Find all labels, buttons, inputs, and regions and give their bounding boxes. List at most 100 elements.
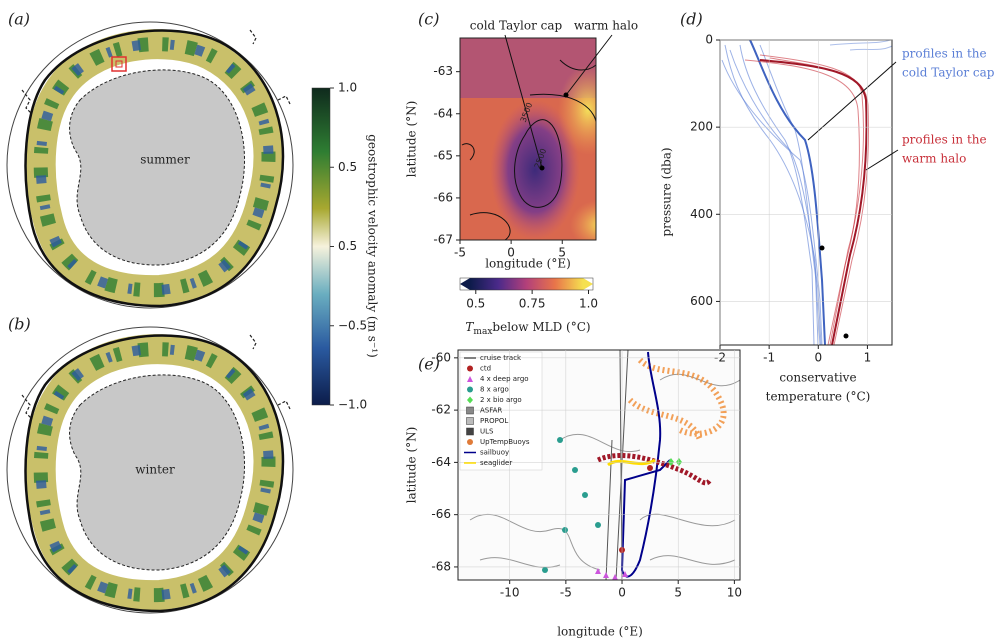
legend-marker (467, 396, 473, 404)
y-tick-label: 400 (690, 207, 713, 221)
legend-marker (467, 386, 473, 393)
x-tick-label: -1 (763, 351, 775, 365)
legend-label: seaglider (480, 459, 512, 467)
y-tick-label: 0 (705, 33, 713, 47)
x-tick-label: 1 (864, 351, 872, 365)
colorbar-tick-label: −1.0 (338, 398, 367, 412)
colorbar-tick-label: −0.5 (338, 318, 367, 332)
panel-label: (c) (418, 10, 439, 29)
map-feature (759, 44, 821, 346)
axes-frame (457, 349, 741, 581)
colorbar-label: geostrophic velocity anomaly (m s⁻¹) (366, 134, 380, 358)
annotation: warm halo (902, 152, 966, 166)
colorbar-label: Tmaxbelow MLD (°C) (465, 320, 590, 337)
point (819, 245, 825, 251)
panel-label: (d) (680, 10, 703, 29)
map-feature (721, 59, 823, 346)
map-feature (542, 567, 548, 573)
annotation: cold Taylor cap (470, 19, 563, 33)
map-feature (461, 59, 596, 240)
y-tick-label: 200 (690, 120, 713, 134)
colorbar (470, 278, 583, 290)
colorbar-frame (459, 277, 594, 291)
map-feature (595, 568, 628, 580)
point (843, 333, 849, 339)
x-axis-label: conservative (779, 371, 856, 385)
x-tick-label: -10 (500, 586, 520, 600)
map-feature (582, 492, 588, 498)
legend-marker (467, 439, 473, 445)
x-tick-label: -5 (560, 586, 572, 600)
legend-label: ctd (480, 365, 491, 373)
colorbar-extend (460, 278, 470, 290)
annotation: profiles in the (902, 47, 987, 61)
legend-label: ASFAR (480, 407, 502, 415)
x-tick-label: 0 (618, 586, 626, 600)
map-feature (595, 522, 601, 528)
season-label: winter (135, 463, 175, 477)
map-feature (572, 467, 578, 473)
y-axis-label: pressure (dba) (660, 147, 674, 236)
panel-label: (a) (8, 10, 30, 29)
y-tick-label: -66 (431, 507, 451, 521)
profiles (721, 39, 893, 346)
legend-label: PROPOL (480, 417, 508, 425)
x-tick-label: -5 (454, 246, 466, 260)
x-axis-label: temperature (°C) (766, 390, 871, 404)
subscript: max (473, 327, 492, 337)
colorbar-tick-label: 0.5 (338, 160, 357, 174)
study-box (115, 60, 123, 68)
colorbar-tick-label: 0.5 (338, 239, 357, 253)
x-tick-label: 5 (558, 246, 566, 260)
legend-marker (466, 427, 474, 436)
axes-frame (459, 37, 597, 241)
symbol: T (465, 320, 474, 334)
x-tick-label: 0 (814, 351, 822, 365)
colorbar-tick-label: 0.75 (519, 297, 546, 311)
colorbar-tick-label: 0.5 (466, 297, 485, 311)
x-axis-label: longitude (°E) (485, 257, 571, 271)
colorbar-tick-label: 1.0 (579, 297, 598, 311)
y-tick-label: -60 (431, 350, 451, 364)
map-feature (627, 357, 727, 442)
y-tick-label: -64 (431, 455, 451, 469)
legend-marker (466, 406, 474, 415)
legend-label: 2 x bio argo (480, 396, 522, 404)
legend-label: 8 x argo (480, 386, 509, 394)
text: below MLD (°C) (492, 320, 590, 334)
map-feature (744, 59, 860, 346)
legend-label: ULS (480, 428, 494, 436)
map-feature (647, 465, 653, 471)
colorbar (311, 87, 331, 406)
colorbar-tick-label: 1.0 (338, 81, 357, 95)
legend-label: UpTempBuoys (480, 438, 530, 446)
x-tick-label: 5 (674, 586, 682, 600)
map-feature (562, 527, 568, 533)
x-axis-label: longitude (°E) (557, 625, 643, 639)
y-axis-label: latitude (°N) (405, 427, 419, 504)
map-feature (724, 44, 819, 346)
y-tick-label: -67 (433, 233, 453, 247)
legend-label: sailbuoy (480, 449, 509, 457)
legend-marker (467, 365, 473, 372)
annotation: cold Taylor cap (902, 66, 995, 80)
y-axis-label: latitude (°N) (405, 101, 419, 178)
map-feature (514, 119, 563, 208)
legend-label: 4 x deep argo (480, 375, 529, 383)
x-tick-label: -2 (714, 351, 726, 365)
map-feature (729, 49, 822, 346)
map-feature (469, 373, 740, 571)
map-feature (668, 458, 682, 466)
y-tick-label: -62 (431, 403, 451, 417)
y-tick-label: 600 (690, 294, 713, 308)
map-feature (557, 437, 563, 443)
legend-label: cruise track (480, 354, 522, 362)
map-feature (596, 452, 713, 486)
map-feature (829, 39, 893, 51)
map-feature (739, 44, 815, 346)
map-feature (759, 59, 868, 346)
y-tick-label: -66 (433, 190, 453, 204)
legend-marker (466, 417, 474, 425)
